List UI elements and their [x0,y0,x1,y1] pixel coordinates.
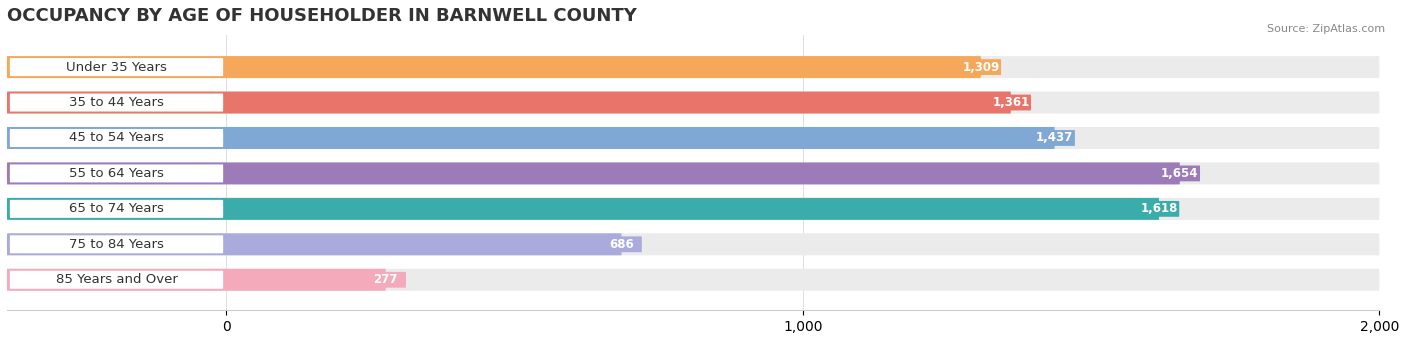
FancyBboxPatch shape [7,91,1011,114]
FancyBboxPatch shape [7,91,1379,114]
Text: 65 to 74 Years: 65 to 74 Years [69,202,165,216]
FancyBboxPatch shape [7,269,385,291]
Text: 1,361: 1,361 [993,96,1029,109]
FancyBboxPatch shape [7,233,1379,255]
Text: 1,309: 1,309 [962,61,1000,74]
Text: 45 to 54 Years: 45 to 54 Years [69,132,165,145]
Text: 686: 686 [609,238,634,251]
FancyBboxPatch shape [10,235,224,253]
FancyBboxPatch shape [960,59,1001,75]
Text: OCCUPANCY BY AGE OF HOUSEHOLDER IN BARNWELL COUNTY: OCCUPANCY BY AGE OF HOUSEHOLDER IN BARNW… [7,7,637,25]
FancyBboxPatch shape [7,198,1159,220]
FancyBboxPatch shape [10,200,224,218]
FancyBboxPatch shape [991,94,1031,110]
FancyBboxPatch shape [366,272,406,288]
FancyBboxPatch shape [1035,130,1076,146]
FancyBboxPatch shape [10,58,224,76]
Text: 1,437: 1,437 [1036,132,1073,145]
FancyBboxPatch shape [7,162,1180,184]
FancyBboxPatch shape [10,164,224,182]
Text: 277: 277 [374,273,398,286]
FancyBboxPatch shape [7,56,1379,78]
Text: 35 to 44 Years: 35 to 44 Years [69,96,165,109]
FancyBboxPatch shape [602,236,641,252]
Text: 85 Years and Over: 85 Years and Over [56,273,177,286]
Text: 1,618: 1,618 [1140,202,1178,216]
FancyBboxPatch shape [10,271,224,289]
FancyBboxPatch shape [1160,165,1201,181]
FancyBboxPatch shape [10,93,224,112]
Text: 75 to 84 Years: 75 to 84 Years [69,238,165,251]
Text: Source: ZipAtlas.com: Source: ZipAtlas.com [1267,24,1385,34]
FancyBboxPatch shape [7,198,1379,220]
FancyBboxPatch shape [7,233,621,255]
FancyBboxPatch shape [1139,201,1180,217]
FancyBboxPatch shape [7,127,1379,149]
FancyBboxPatch shape [7,269,1379,291]
Text: Under 35 Years: Under 35 Years [66,61,167,74]
Text: 55 to 64 Years: 55 to 64 Years [69,167,165,180]
FancyBboxPatch shape [7,56,981,78]
FancyBboxPatch shape [7,162,1379,184]
FancyBboxPatch shape [7,127,1054,149]
FancyBboxPatch shape [10,129,224,147]
Text: 1,654: 1,654 [1161,167,1198,180]
